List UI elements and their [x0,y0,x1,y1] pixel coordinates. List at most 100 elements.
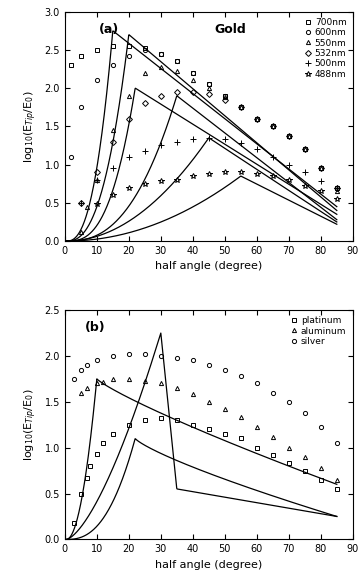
aluminum [335,476,339,483]
platinum [191,421,195,428]
500nm [222,136,227,143]
488nm [239,169,243,176]
platinum [175,416,179,423]
532nm [271,123,275,130]
500nm [127,154,131,161]
silver [319,424,323,431]
488nm [95,201,99,208]
X-axis label: half angle (degree): half angle (degree) [155,560,262,570]
Text: (b): (b) [85,321,105,335]
550nm [127,92,131,99]
550nm [175,68,179,75]
platinum [88,462,93,469]
532nm [95,169,99,176]
550nm [78,229,83,235]
532nm [143,100,147,107]
550nm [85,203,89,210]
platinum [239,435,243,442]
532nm [111,138,115,145]
silver [111,352,115,359]
532nm [239,104,243,111]
488nm [191,173,195,180]
488nm [255,171,259,177]
700nm [78,52,83,59]
aluminum [271,433,275,440]
700nm [303,146,307,153]
aluminum [101,378,105,385]
aluminum [319,465,323,472]
aluminum [303,454,307,461]
aluminum [207,398,211,405]
532nm [255,115,259,122]
platinum [159,415,163,422]
silver [159,352,163,359]
700nm [207,81,211,88]
550nm [159,63,163,70]
Line: platinum: platinum [72,416,339,525]
Text: (a): (a) [99,23,120,36]
500nm [143,147,147,154]
platinum [101,440,105,447]
488nm [271,173,275,180]
488nm [175,176,179,183]
550nm [271,123,275,130]
silver [222,366,227,373]
500nm [207,135,211,142]
600nm [159,50,163,57]
600nm [191,70,195,77]
silver [207,361,211,368]
600nm [222,92,227,99]
silver [335,440,339,447]
silver [271,389,275,396]
Legend: platinum, aluminum, silver: platinum, aluminum, silver [287,314,348,348]
550nm [319,165,323,172]
532nm [159,92,163,99]
platinum [255,444,259,451]
700nm [335,184,339,191]
550nm [191,77,195,84]
532nm [78,200,83,206]
488nm [127,184,131,191]
silver [85,361,89,368]
500nm [255,146,259,153]
aluminum [191,391,195,398]
700nm [287,132,291,139]
platinum [287,460,291,467]
532nm [335,184,339,191]
aluminum [159,380,163,387]
platinum [143,416,147,423]
532nm [287,132,291,139]
Line: silver: silver [72,352,339,445]
500nm [239,140,243,147]
532nm [303,146,307,153]
700nm [143,45,147,52]
550nm [239,104,243,111]
Line: 532nm: 532nm [79,90,339,205]
silver [255,380,259,387]
488nm [335,195,339,202]
700nm [111,42,115,49]
600nm [207,81,211,88]
500nm [111,165,115,172]
Line: 700nm: 700nm [69,44,339,190]
700nm [127,42,131,49]
platinum [85,474,89,481]
X-axis label: half angle (degree): half angle (degree) [155,262,262,271]
700nm [175,58,179,65]
600nm [143,46,147,53]
aluminum [222,405,227,412]
550nm [95,176,99,183]
Line: 500nm: 500nm [78,135,339,205]
700nm [255,115,259,122]
532nm [319,165,323,172]
platinum [271,451,275,458]
532nm [191,88,195,95]
550nm [287,132,291,139]
aluminum [287,444,291,451]
600nm [303,146,307,153]
600nm [271,123,275,130]
500nm [287,161,291,168]
silver [175,354,179,361]
700nm [159,50,163,57]
silver [287,398,291,405]
